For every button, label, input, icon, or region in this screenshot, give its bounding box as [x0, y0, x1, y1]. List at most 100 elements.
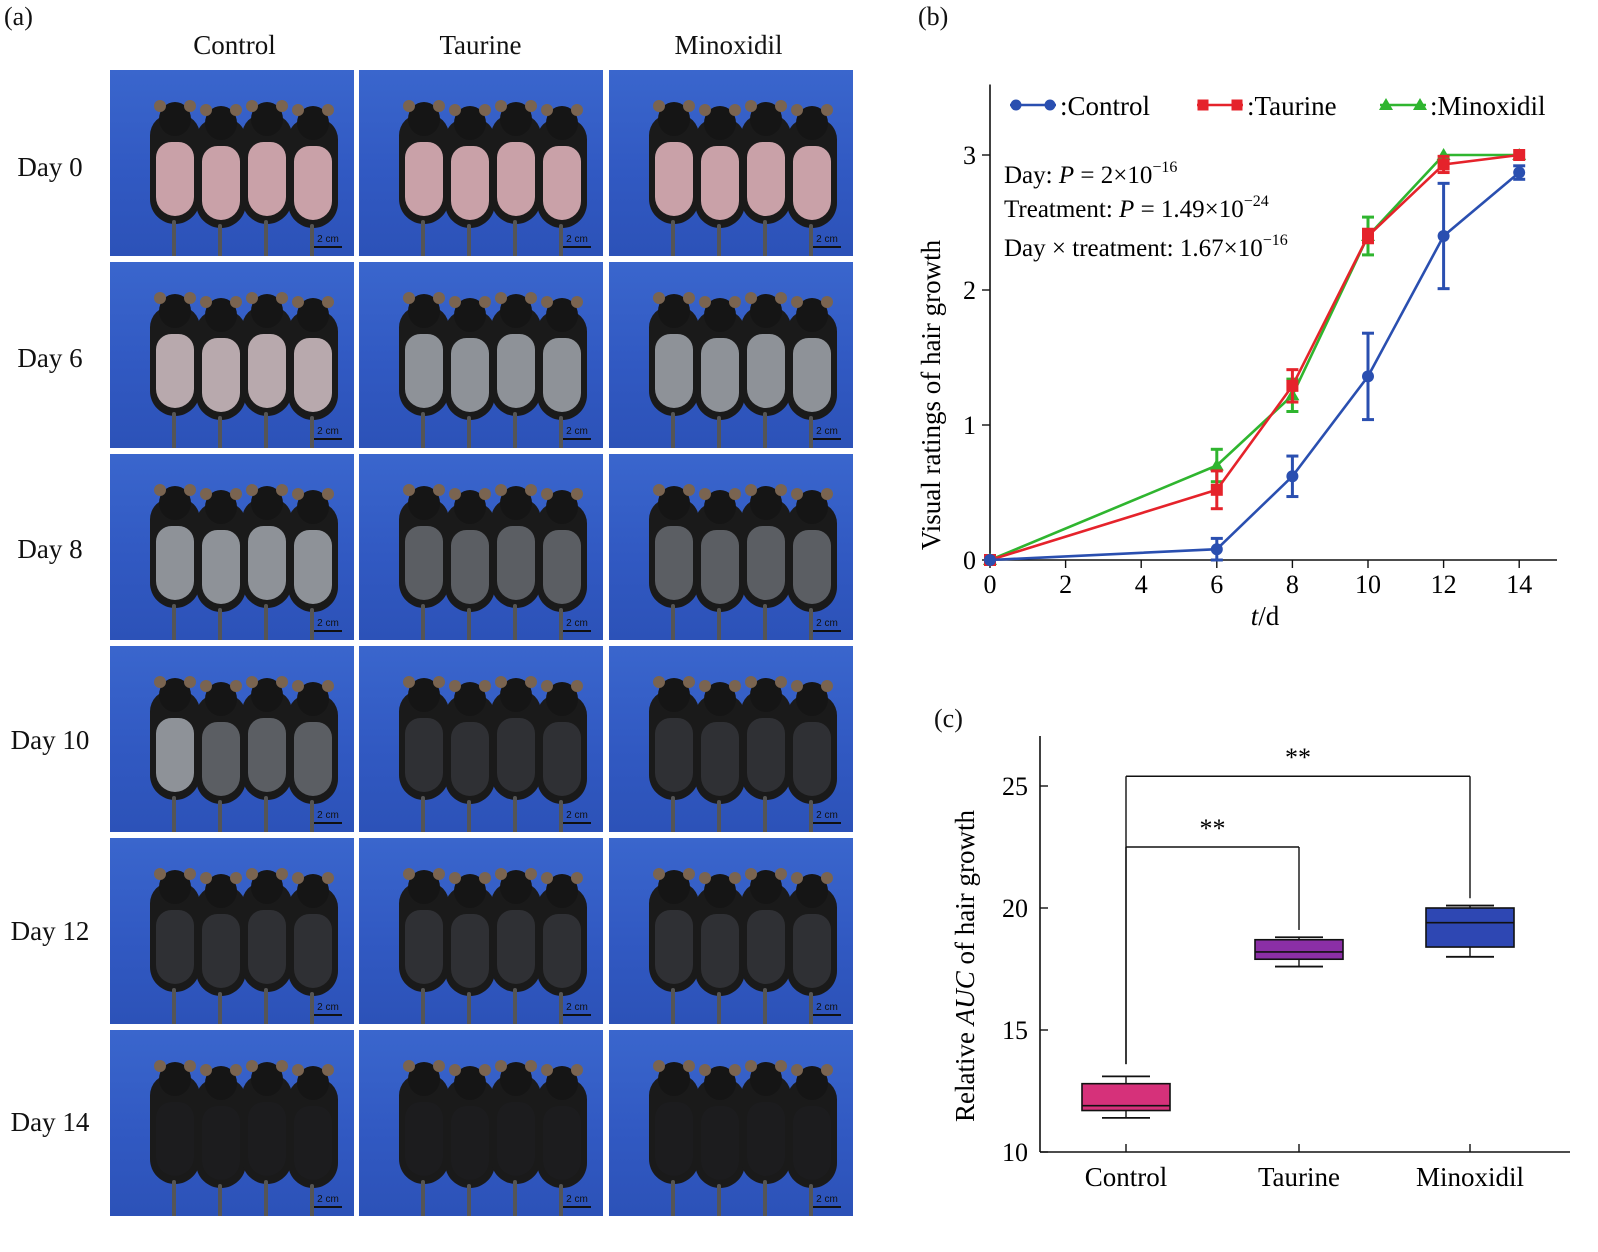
mouse-ear	[699, 104, 711, 116]
mouse-figure	[649, 484, 699, 640]
mouse-ear	[449, 1064, 461, 1076]
mouse-back-skin	[202, 1106, 240, 1180]
mouse-ear	[449, 488, 461, 500]
mouse-back-skin	[747, 526, 785, 600]
mouse-back-skin	[793, 338, 831, 412]
mouse-figure	[399, 292, 449, 448]
scale-bar-label: 2 cm	[566, 426, 588, 437]
mouse-ear	[449, 872, 461, 884]
series-line-control	[989, 171, 1521, 562]
mouse-figure	[288, 1064, 338, 1216]
data-point-control	[1362, 370, 1374, 383]
line-chart-x-tick-label: 10	[1355, 570, 1381, 599]
mouse-figure	[741, 292, 791, 448]
data-point-taurine	[1362, 230, 1374, 242]
mouse-back-skin	[497, 910, 535, 984]
mouse-back-skin	[156, 334, 194, 408]
mouse-tail	[809, 1184, 813, 1216]
mouse-ear	[200, 1064, 212, 1076]
mouse-ear	[699, 1064, 711, 1076]
scale-bar-label: 2 cm	[566, 618, 588, 629]
mouse-figure	[196, 104, 246, 256]
data-point-control	[1286, 470, 1299, 483]
mouse-figure	[787, 296, 837, 448]
mouse-back-skin	[405, 910, 443, 984]
legend-marker-taurine	[1231, 99, 1243, 111]
mouse-tail	[809, 224, 813, 256]
scale-bar-label: 2 cm	[816, 426, 838, 437]
mouse-ear	[791, 104, 803, 116]
mouse-figure	[288, 104, 338, 256]
mouse-back-skin	[202, 530, 240, 604]
mouse-ear	[154, 100, 166, 112]
mouse-tail	[763, 220, 767, 256]
mouse-ear	[154, 292, 166, 304]
mouse-ear	[292, 872, 304, 884]
mouse-figure	[399, 100, 449, 256]
mouse-ear	[433, 484, 445, 496]
mouse-figure	[695, 1064, 745, 1216]
mouse-photo-minoxidil-row-3: 2 cm	[609, 646, 853, 832]
scale-bar-line	[563, 630, 591, 632]
mouse-figure	[537, 680, 587, 832]
mouse-ear	[276, 868, 288, 880]
mouse-back-skin	[202, 146, 240, 220]
data-point-taurine	[1437, 158, 1450, 171]
scale-bar-line	[813, 1206, 841, 1208]
mouse-tail	[671, 412, 675, 448]
mouse-ear	[821, 488, 833, 500]
scale-bar: 2 cm	[314, 810, 342, 824]
mouse-figure	[491, 868, 541, 1024]
mouse-ear	[745, 676, 757, 688]
mouse-ear	[821, 1064, 833, 1076]
line-chart-x-tick-label: 0	[984, 570, 997, 599]
mouse-ear	[200, 680, 212, 692]
scale-bar-line	[314, 1014, 342, 1016]
mouse-tail	[421, 1180, 425, 1216]
legend-marker-minoxidil	[1379, 98, 1393, 110]
box-chart-y-tick-label: 10	[1002, 1138, 1028, 1167]
mouse-tail	[717, 1184, 721, 1216]
mouse-back-skin	[405, 1102, 443, 1176]
mouse-figure	[150, 1060, 200, 1216]
significance-label-control-taurine: **	[1200, 814, 1226, 843]
mouse-tail	[421, 604, 425, 640]
mouse-figure	[445, 296, 495, 448]
data-point-control	[984, 554, 996, 566]
mouse-ear	[230, 872, 242, 884]
mouse-figure	[695, 104, 745, 256]
scale-bar: 2 cm	[314, 1002, 342, 1016]
scale-bar-label: 2 cm	[317, 426, 339, 437]
mouse-photo-taurine-row-4: 2 cm	[359, 838, 603, 1024]
mouse-figure	[150, 484, 200, 640]
mouse-tail	[218, 224, 222, 256]
mouse-tail	[264, 796, 268, 832]
mouse-back-skin	[248, 718, 286, 792]
mouse-ear	[230, 104, 242, 116]
mouse-back-skin	[451, 1106, 489, 1180]
column-header-control: Control	[193, 30, 276, 60]
line-chart-x-label: t/d	[1251, 601, 1280, 631]
mouse-tail	[513, 988, 517, 1024]
mouse-photo-minoxidil-row-2: 2 cm	[609, 454, 853, 640]
mouse-ear	[276, 1060, 288, 1072]
scale-bar: 2 cm	[563, 234, 591, 248]
mouse-back-skin	[543, 1106, 581, 1180]
mouse-ear	[653, 292, 665, 304]
mouse-tail	[513, 412, 517, 448]
mouse-figure	[649, 676, 699, 832]
data-point-minoxidil	[1209, 458, 1224, 471]
mouse-tail	[264, 988, 268, 1024]
box-taurine	[1254, 938, 1344, 961]
mouse-ear	[246, 676, 258, 688]
mouse-tail	[513, 796, 517, 832]
mouse-ear	[292, 680, 304, 692]
mouse-figure	[445, 680, 495, 832]
row-label-day-14: Day 14	[10, 1107, 90, 1137]
mouse-photo-control-row-0: 2 cm	[110, 70, 354, 256]
mouse-ear	[729, 1064, 741, 1076]
mouse-ear	[403, 1060, 415, 1072]
mouse-tail	[310, 992, 314, 1024]
mouse-photo-minoxidil-row-1: 2 cm	[609, 262, 853, 448]
